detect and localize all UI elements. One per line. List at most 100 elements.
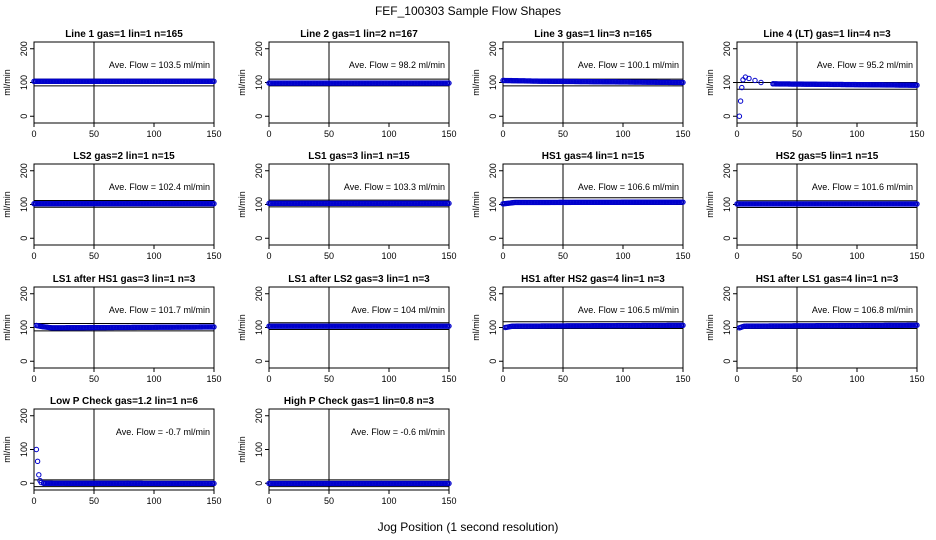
panel-11: HS1 after HS2 gas=4 lin=1 n=3 ml/min 0 100 2… xyxy=(471,274,691,384)
y-axis-label: ml/min xyxy=(705,314,715,341)
panel-title: Line 3 gas=1 lin=3 n=165 xyxy=(534,29,652,40)
y-tick-label: 100 xyxy=(254,320,264,335)
average-flow-annotation: Ave. Flow = 103.5 ml/min xyxy=(109,60,210,70)
average-flow-annotation: Ave. Flow = 95.2 ml/min xyxy=(817,60,913,70)
panel-14: High P Check gas=1 lin=0.8 n=3 ml/min 0 100… xyxy=(237,396,457,506)
data-point xyxy=(211,480,217,487)
data-point xyxy=(737,98,744,104)
data-point xyxy=(914,322,920,328)
panel-title: HS2 gas=5 lin=1 n=15 xyxy=(776,151,879,162)
data-points xyxy=(736,74,920,119)
x-tick-label: 0 xyxy=(266,496,271,506)
y-tick-label: 0 xyxy=(19,236,29,241)
x-tick-label: 100 xyxy=(849,374,864,384)
x-tick-label: 100 xyxy=(615,251,630,261)
x-tick-label: 50 xyxy=(792,374,802,384)
data-points xyxy=(734,201,920,207)
data-point xyxy=(680,79,686,86)
average-flow-annotation: Ave. Flow = 98.2 ml/min xyxy=(349,60,445,70)
x-tick-label: 50 xyxy=(558,129,568,139)
x-tick-label: 50 xyxy=(558,251,568,261)
panel-title: LS2 gas=2 lin=1 n=15 xyxy=(73,151,175,162)
panel-title: Line 1 gas=1 lin=1 n=165 xyxy=(65,29,183,40)
x-tick-label: 150 xyxy=(675,374,690,384)
average-flow-annotation: Ave. Flow = 102.4 ml/min xyxy=(109,182,210,192)
x-tick-label: 50 xyxy=(324,251,334,261)
y-tick-label: 0 xyxy=(722,236,732,241)
panel-title: HS1 after HS2 gas=4 lin=1 n=3 xyxy=(521,274,665,285)
x-tick-label: 0 xyxy=(734,129,739,139)
y-tick-label: 100 xyxy=(488,320,498,335)
x-tick-label: 50 xyxy=(89,129,99,139)
y-axis-label: ml/min xyxy=(237,436,247,463)
y-tick-label: 100 xyxy=(254,197,264,212)
data-point xyxy=(914,201,920,207)
panel-12: HS1 after LS1 gas=4 lin=1 n=3 ml/min 0 100 2… xyxy=(705,274,925,384)
y-tick-label: 0 xyxy=(488,359,498,364)
panel-13: Low P Check gas=1.2 lin=1 n=6 ml/min 0 100 2… xyxy=(2,396,222,506)
data-point xyxy=(34,458,41,465)
y-tick-label: 200 xyxy=(19,286,29,301)
y-tick-label: 100 xyxy=(254,75,264,90)
x-tick-label: 0 xyxy=(500,251,505,261)
average-flow-annotation: Ave. Flow = 101.7 ml/min xyxy=(109,305,210,315)
y-axis-label: ml/min xyxy=(2,191,12,218)
data-point xyxy=(211,324,217,330)
y-tick-label: 100 xyxy=(19,75,29,90)
data-points xyxy=(266,80,452,86)
y-tick-label: 200 xyxy=(254,408,264,423)
data-points xyxy=(33,446,217,487)
data-points xyxy=(500,199,686,207)
panel-2: Line 2 gas=1 lin=2 n=167 ml/min 0 100 200 0 50… xyxy=(237,29,457,139)
panel-title: LS1 after LS2 gas=3 lin=1 n=3 xyxy=(288,274,430,285)
data-points xyxy=(266,323,452,329)
x-tick-label: 150 xyxy=(909,374,924,384)
panel-title: HS1 gas=4 lin=1 n=15 xyxy=(542,151,645,162)
y-tick-label: 200 xyxy=(254,163,264,178)
y-axis-label: ml/min xyxy=(471,69,481,96)
y-axis-label: ml/min xyxy=(471,314,481,341)
data-points xyxy=(736,322,920,331)
y-tick-label: 200 xyxy=(254,286,264,301)
y-tick-label: 100 xyxy=(722,197,732,212)
x-tick-label: 100 xyxy=(146,496,161,506)
panel-9: LS1 after HS1 gas=3 lin=1 n=3 ml/min 0 100 2… xyxy=(2,274,222,384)
panel-title: Low P Check gas=1.2 lin=1 n=6 xyxy=(50,396,198,407)
y-axis-label: ml/min xyxy=(2,436,12,463)
panel-1: Line 1 gas=1 lin=1 n=165 ml/min 0 100 200 0 50… xyxy=(2,29,222,139)
y-axis-label: ml/min xyxy=(471,191,481,218)
y-tick-label: 0 xyxy=(488,114,498,119)
average-flow-annotation: Ave. Flow = 106.5 ml/min xyxy=(578,305,679,315)
y-axis-label: ml/min xyxy=(705,191,715,218)
data-point xyxy=(211,78,217,85)
x-tick-label: 0 xyxy=(266,129,271,139)
y-tick-label: 200 xyxy=(19,163,29,178)
data-point xyxy=(680,199,686,205)
x-tick-label: 100 xyxy=(146,129,161,139)
panel-4: Line 4 (LT) gas=1 lin=4 n=3 ml/min 0 100 200… xyxy=(705,29,925,139)
data-point xyxy=(36,472,42,478)
panel-title: LS1 gas=3 lin=1 n=15 xyxy=(308,151,410,162)
x-tick-label: 150 xyxy=(441,496,456,506)
x-tick-label: 150 xyxy=(206,129,221,139)
y-tick-label: 0 xyxy=(19,359,29,364)
x-tick-label: 50 xyxy=(89,374,99,384)
panel-title: High P Check gas=1 lin=0.8 n=3 xyxy=(284,396,435,407)
x-tick-label: 0 xyxy=(734,374,739,384)
x-tick-label: 150 xyxy=(206,496,221,506)
x-tick-label: 150 xyxy=(675,251,690,261)
x-tick-label: 150 xyxy=(441,251,456,261)
data-points xyxy=(502,322,686,331)
x-tick-label: 150 xyxy=(909,129,924,139)
data-point xyxy=(680,322,686,329)
x-tick-label: 0 xyxy=(266,251,271,261)
data-points xyxy=(31,78,217,85)
x-tick-label: 100 xyxy=(381,496,396,506)
y-tick-label: 0 xyxy=(722,114,732,119)
x-tick-label: 150 xyxy=(206,374,221,384)
x-tick-label: 100 xyxy=(381,374,396,384)
x-tick-label: 100 xyxy=(615,129,630,139)
y-tick-label: 0 xyxy=(19,114,29,119)
y-tick-label: 100 xyxy=(488,197,498,212)
panel-5: LS2 gas=2 lin=1 n=15 ml/min 0 100 200 0 50 100 1… xyxy=(2,151,222,261)
